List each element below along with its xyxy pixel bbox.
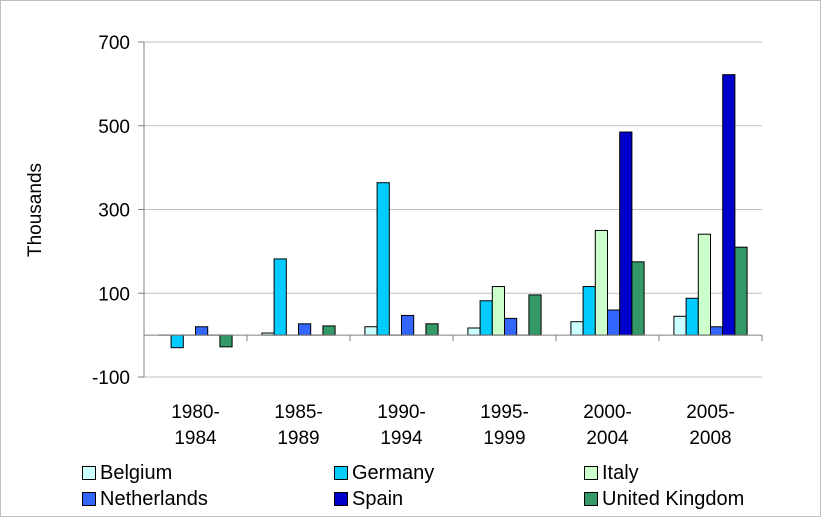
bar-belgium — [570, 321, 584, 336]
legend-label: United Kingdom — [602, 487, 745, 510]
x-tick-label: 1999 — [483, 428, 525, 449]
legend-swatch — [584, 492, 598, 506]
bar-spain — [619, 131, 633, 336]
bar-netherlands — [401, 314, 415, 336]
bar-netherlands — [710, 326, 724, 336]
x-tick-label: 2000- — [583, 402, 632, 423]
bar-united-kingdom — [734, 246, 748, 336]
bar-united-kingdom — [219, 334, 233, 348]
y-tick-label: 300 — [98, 201, 130, 222]
legend-item: Italy — [584, 460, 639, 486]
bar-germany — [376, 182, 390, 336]
y-tick-label: 100 — [98, 284, 130, 305]
x-tick-label: 1989 — [277, 428, 319, 449]
bar-italy — [594, 229, 608, 336]
x-tick-label: 1995- — [480, 402, 529, 423]
legend: Belgium Germany Italy Netherlands Spain Unite… — [82, 460, 782, 518]
legend-label: Spain — [352, 487, 404, 510]
legend-label: Germany — [352, 461, 435, 484]
x-tick-label: 2004 — [586, 428, 629, 449]
y-tick-label: 500 — [98, 117, 130, 138]
chart-plot: -100 100 300 500 700 Thousands 1980- 1984 1985- 1… — [25, 33, 763, 449]
bar-belgium — [364, 326, 378, 336]
legend-label: Italy — [602, 461, 639, 484]
bar-germany — [273, 258, 287, 336]
bar-spain — [722, 74, 736, 336]
legend-swatch — [82, 466, 96, 480]
y-tick-label: 700 — [98, 33, 130, 54]
bar-belgium — [673, 315, 687, 336]
legend-item: Belgium — [82, 460, 172, 486]
legend-swatch — [584, 466, 598, 480]
x-tick-label: 2005- — [686, 402, 735, 423]
legend-item: United Kingdom — [584, 486, 744, 512]
legend-item: Spain — [334, 486, 403, 512]
x-tick-label: 1994 — [380, 428, 423, 449]
bar-belgium — [467, 327, 481, 336]
bar-united-kingdom — [322, 325, 336, 336]
legend-swatch — [82, 492, 96, 506]
bar-netherlands — [504, 317, 518, 336]
x-tick-label: 1980- — [171, 402, 220, 423]
bar-italy — [491, 286, 505, 336]
bar-netherlands — [298, 323, 312, 336]
legend-item: Germany — [334, 460, 434, 486]
legend-item: Netherlands — [82, 486, 208, 512]
bar-netherlands — [607, 309, 621, 336]
bar-italy — [697, 233, 711, 336]
legend-label: Netherlands — [100, 487, 208, 510]
bar-united-kingdom — [528, 294, 542, 336]
bar-germany — [685, 297, 699, 336]
legend-swatch — [334, 466, 348, 480]
x-tick-label: 1985- — [274, 402, 323, 423]
legend-label: Belgium — [100, 461, 173, 484]
x-tick-label: 2008 — [689, 428, 731, 449]
x-tick-label: 1990- — [377, 402, 426, 423]
bar-germany — [582, 286, 596, 336]
bar-united-kingdom — [631, 261, 645, 336]
x-tick-label: 1984 — [174, 428, 217, 449]
bar-netherlands — [195, 326, 209, 336]
y-tick-label: -100 — [92, 368, 130, 389]
bar-germany — [170, 334, 184, 349]
legend-swatch — [334, 492, 348, 506]
y-axis-label: Thousands — [25, 163, 46, 257]
bar-united-kingdom — [425, 323, 439, 336]
bar-germany — [479, 300, 493, 336]
